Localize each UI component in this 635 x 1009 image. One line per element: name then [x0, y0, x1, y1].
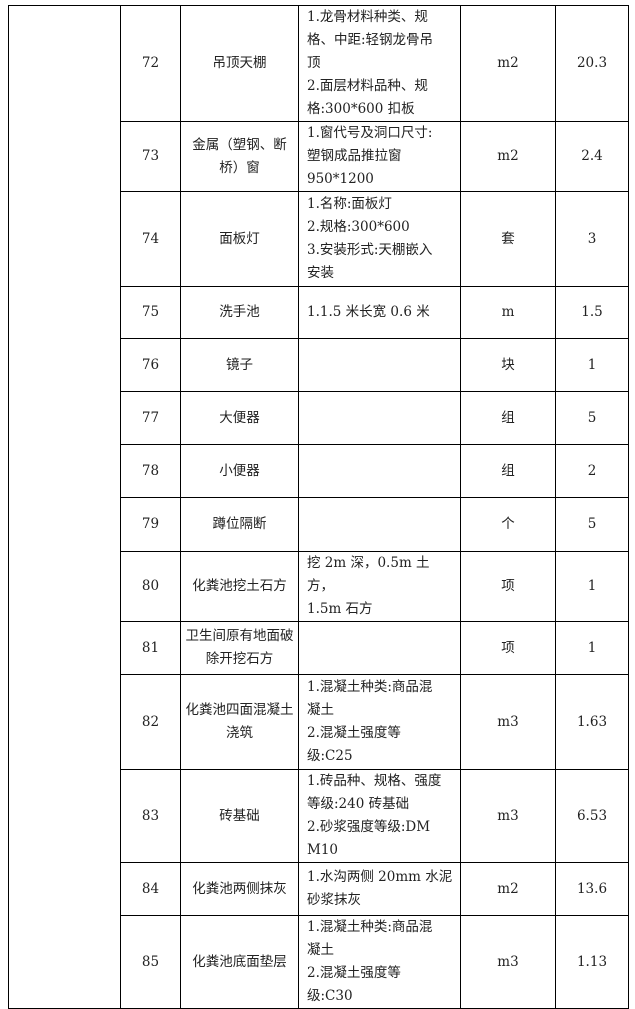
- unit-cell: m2: [460, 862, 556, 916]
- item-description-cell: [298, 444, 461, 498]
- item-description-cell: 1.水沟两侧 20mm 水泥 砂浆抹灰: [298, 862, 461, 916]
- item-description-cell: 挖 2m 深，0.5m 土方， 1.5m 石方: [298, 551, 461, 622]
- unit-cell: 块: [460, 338, 556, 392]
- unit-cell: 组: [460, 391, 556, 445]
- item-name-cell: 镜子: [180, 338, 299, 392]
- quantity-cell: 20.3: [555, 5, 629, 122]
- item-name-cell: 化粪池挖土石方: [180, 551, 299, 622]
- unit-cell: m2: [460, 5, 556, 122]
- item-description-cell: 1.龙骨材料种类、规 格、中距:轻钢龙骨吊 顶 2.面层材料品种、规 格:300…: [298, 5, 461, 122]
- item-number-cell: 77: [120, 391, 181, 445]
- quantity-cell: 1.13: [555, 915, 629, 1009]
- item-number-cell: 80: [120, 551, 181, 622]
- unit-cell: m: [460, 286, 556, 339]
- quantity-cell: 1: [555, 621, 629, 675]
- quantity-cell: 13.6: [555, 862, 629, 916]
- table-row: 83 砖基础 1.砖品种、规格、强度 等级:240 砖基础 2.砂浆强度等级:DM …: [9, 769, 629, 863]
- table-row: 78 小便器 组 2: [9, 444, 629, 498]
- item-description-cell: 1.名称:面板灯 2.规格:300*600 3.安装形式:天棚嵌入 安装: [298, 191, 461, 287]
- item-name-cell: 吊顶天棚: [180, 5, 299, 122]
- item-description-cell: [298, 621, 461, 675]
- quantity-cell: 3: [555, 191, 629, 287]
- table-row: 73 金属（塑钢、断桥）窗 1.窗代号及洞口尺寸: 塑钢成品推拉窗 950*1200…: [9, 121, 629, 192]
- quantity-cell: 2.4: [555, 121, 629, 192]
- item-description-cell: [298, 338, 461, 392]
- item-name-cell: 面板灯: [180, 191, 299, 287]
- item-number-cell: 78: [120, 444, 181, 498]
- item-number-cell: 79: [120, 497, 181, 552]
- item-description-cell: 1.混凝土种类:商品混 凝土 2.混凝土强度等 级:C25: [298, 674, 461, 770]
- item-name-cell: 化粪池底面垫层: [180, 915, 299, 1009]
- item-number-cell: 75: [120, 286, 181, 339]
- quantity-cell: 1: [555, 551, 629, 622]
- item-description-cell: [298, 497, 461, 552]
- item-number-cell: 72: [120, 5, 181, 122]
- unit-cell: 个: [460, 497, 556, 552]
- quantity-cell: 1.5: [555, 286, 629, 339]
- unit-cell: 项: [460, 621, 556, 675]
- item-number-cell: 85: [120, 915, 181, 1009]
- item-name-cell: 洗手池: [180, 286, 299, 339]
- table-row: 75 洗手池 1.1.5 米长宽 0.6 米 m 1.5: [9, 286, 629, 339]
- unit-cell: 组: [460, 444, 556, 498]
- quantity-cell: 1: [555, 338, 629, 392]
- table-row: 85 化粪池底面垫层 1.混凝土种类:商品混 凝土 2.混凝土强度等 级:C30 m3…: [9, 915, 629, 1009]
- quantity-cell: 2: [555, 444, 629, 498]
- item-description-cell: 1.1.5 米长宽 0.6 米: [298, 286, 461, 339]
- item-description-cell: 1.混凝土种类:商品混 凝土 2.混凝土强度等 级:C30: [298, 915, 461, 1009]
- table-row: 74 面板灯 1.名称:面板灯 2.规格:300*600 3.安装形式:天棚嵌入 安…: [9, 191, 629, 287]
- item-name-cell: 砖基础: [180, 769, 299, 863]
- quantity-cell: 6.53: [555, 769, 629, 863]
- quantity-cell: 5: [555, 391, 629, 445]
- item-number-cell: 76: [120, 338, 181, 392]
- item-name-cell: 化粪池两侧抹灰: [180, 862, 299, 916]
- table-row: 76 镜子 块 1: [9, 338, 629, 392]
- quantity-cell: 5: [555, 497, 629, 552]
- item-number-cell: 82: [120, 674, 181, 770]
- unit-cell: m3: [460, 769, 556, 863]
- unit-cell: m3: [460, 915, 556, 1009]
- unit-cell: 套: [460, 191, 556, 287]
- item-name-cell: 蹲位隔断: [180, 497, 299, 552]
- item-number-cell: 74: [120, 191, 181, 287]
- item-number-cell: 84: [120, 862, 181, 916]
- table-row: 84 化粪池两侧抹灰 1.水沟两侧 20mm 水泥 砂浆抹灰 m2 13.6: [9, 862, 629, 916]
- unit-cell: 项: [460, 551, 556, 622]
- item-description-cell: 1.砖品种、规格、强度 等级:240 砖基础 2.砂浆强度等级:DM M10: [298, 769, 461, 863]
- quantity-cell: 1.63: [555, 674, 629, 770]
- item-name-cell: 金属（塑钢、断桥）窗: [180, 121, 299, 192]
- item-description-cell: [298, 391, 461, 445]
- unit-cell: m2: [460, 121, 556, 192]
- bill-of-quantities-table: 72 吊顶天棚 1.龙骨材料种类、规 格、中距:轻钢龙骨吊 顶 2.面层材料品种、规…: [8, 5, 629, 1009]
- item-name-cell: 小便器: [180, 444, 299, 498]
- item-name-cell: 化粪池四面混凝土浇筑: [180, 674, 299, 770]
- item-name-cell: 大便器: [180, 391, 299, 445]
- table-row: 72 吊顶天棚 1.龙骨材料种类、规 格、中距:轻钢龙骨吊 顶 2.面层材料品种、规…: [8, 5, 629, 1009]
- item-number-cell: 83: [120, 769, 181, 863]
- merged-category-cell: [8, 5, 121, 1009]
- item-name-cell: 卫生间原有地面破除开挖石方: [180, 621, 299, 675]
- item-number-cell: 81: [120, 621, 181, 675]
- item-number-cell: 73: [120, 121, 181, 192]
- unit-cell: m3: [460, 674, 556, 770]
- item-description-cell: 1.窗代号及洞口尺寸: 塑钢成品推拉窗 950*1200: [298, 121, 461, 192]
